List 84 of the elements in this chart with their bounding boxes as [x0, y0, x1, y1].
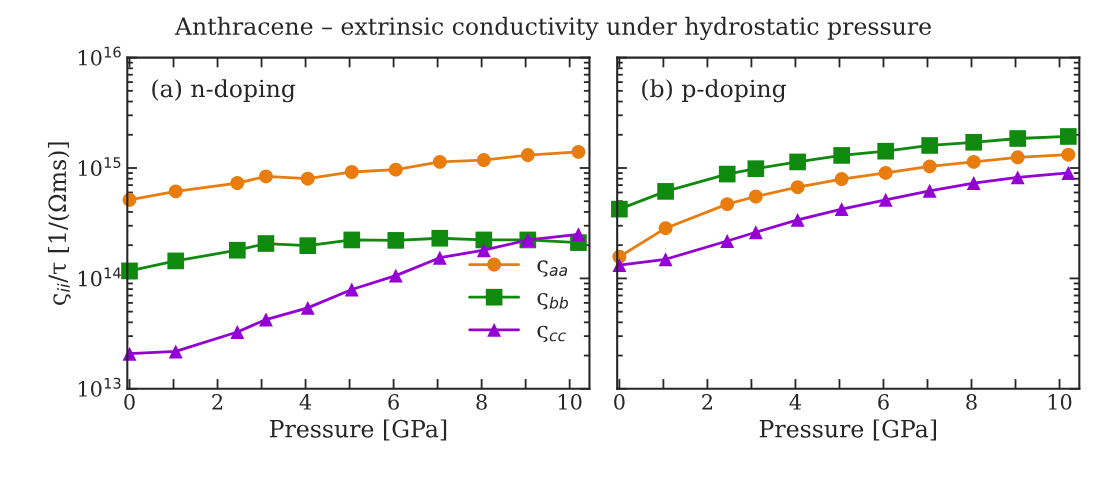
point: [922, 159, 937, 174]
point: [966, 154, 981, 169]
point: [834, 172, 849, 186]
x-tick-label: 0: [614, 394, 625, 410]
x-tick-label: 6: [388, 394, 399, 410]
point: [121, 262, 138, 280]
x-axis-title: Pressure [GPa]: [759, 419, 936, 441]
point: [257, 235, 275, 252]
point: [1061, 166, 1076, 180]
annotation: (a) n-doping: [152, 79, 296, 103]
point: [1061, 147, 1076, 162]
x-tick-label: 8: [966, 394, 977, 410]
point: [878, 192, 893, 207]
point: [790, 180, 805, 195]
point: [388, 162, 403, 177]
point: [230, 176, 245, 190]
x-tick-label: 0: [124, 394, 135, 410]
point: [168, 344, 183, 359]
point: [611, 200, 628, 218]
point: [748, 225, 763, 240]
point: [387, 232, 405, 249]
point: [388, 268, 403, 283]
point: [299, 237, 317, 254]
point: [965, 133, 983, 151]
point: [718, 165, 736, 183]
point: [658, 252, 673, 267]
legend-label: ς$_{aa}$: [537, 260, 568, 277]
point: [833, 147, 850, 164]
x-axis-title: Pressure [GPa]: [269, 419, 447, 441]
point: [790, 212, 805, 227]
y-tick-label: 10$^{15}$: [78, 157, 121, 177]
y-tick-label: 10$^{13}$: [78, 377, 121, 397]
point: [259, 169, 273, 184]
point: [571, 144, 586, 159]
point: [922, 183, 937, 198]
point: [476, 153, 491, 168]
chart-title: Anthracene – extrinsic conductivity under hydrostatic pressure: [174, 16, 931, 40]
y-tick-label: 10$^{14}$: [78, 267, 121, 287]
point: [432, 154, 447, 169]
point: [343, 231, 361, 249]
legend-label: ς$_{bb}$: [537, 292, 568, 310]
point: [747, 160, 765, 178]
point: [658, 221, 673, 236]
point: [344, 165, 359, 179]
x-tick-label: 10: [558, 394, 582, 410]
point: [834, 202, 849, 217]
point: [966, 176, 981, 190]
point: [921, 137, 939, 154]
point: [720, 234, 735, 248]
x-tick-label: 2: [212, 394, 223, 410]
point: [476, 243, 491, 258]
point: [168, 184, 183, 199]
point: [878, 166, 893, 180]
point: [748, 189, 763, 204]
point: [431, 229, 449, 247]
x-tick-label: 4: [789, 394, 802, 410]
point: [789, 153, 806, 171]
point: [571, 227, 586, 242]
point: [720, 197, 735, 212]
y-tick-label: 10$^{16}$: [78, 46, 121, 66]
x-tick-label: 6: [878, 394, 889, 410]
point: [300, 300, 315, 315]
y-axis-title: ς$_{ii}$/τ [1/(Ωms)]: [47, 142, 71, 305]
point: [344, 282, 359, 297]
x-tick-label: 10: [1048, 394, 1072, 410]
point: [1010, 170, 1025, 185]
point: [520, 148, 535, 162]
point: [229, 241, 246, 259]
annotation: (b) p-doping: [642, 79, 787, 103]
point: [657, 183, 674, 200]
point: [300, 171, 315, 186]
x-tick-label: 2: [702, 394, 712, 410]
point: [475, 231, 493, 249]
x-tick-label: 4: [299, 394, 312, 410]
x-tick-label: 8: [476, 394, 487, 410]
legend-label: ς$_{cc}$: [537, 325, 566, 343]
point: [1059, 128, 1077, 145]
point: [230, 325, 245, 339]
point: [1009, 130, 1027, 147]
point: [1010, 150, 1025, 165]
point: [432, 250, 447, 265]
point: [877, 142, 894, 160]
point: [167, 252, 185, 270]
point: [259, 312, 273, 327]
